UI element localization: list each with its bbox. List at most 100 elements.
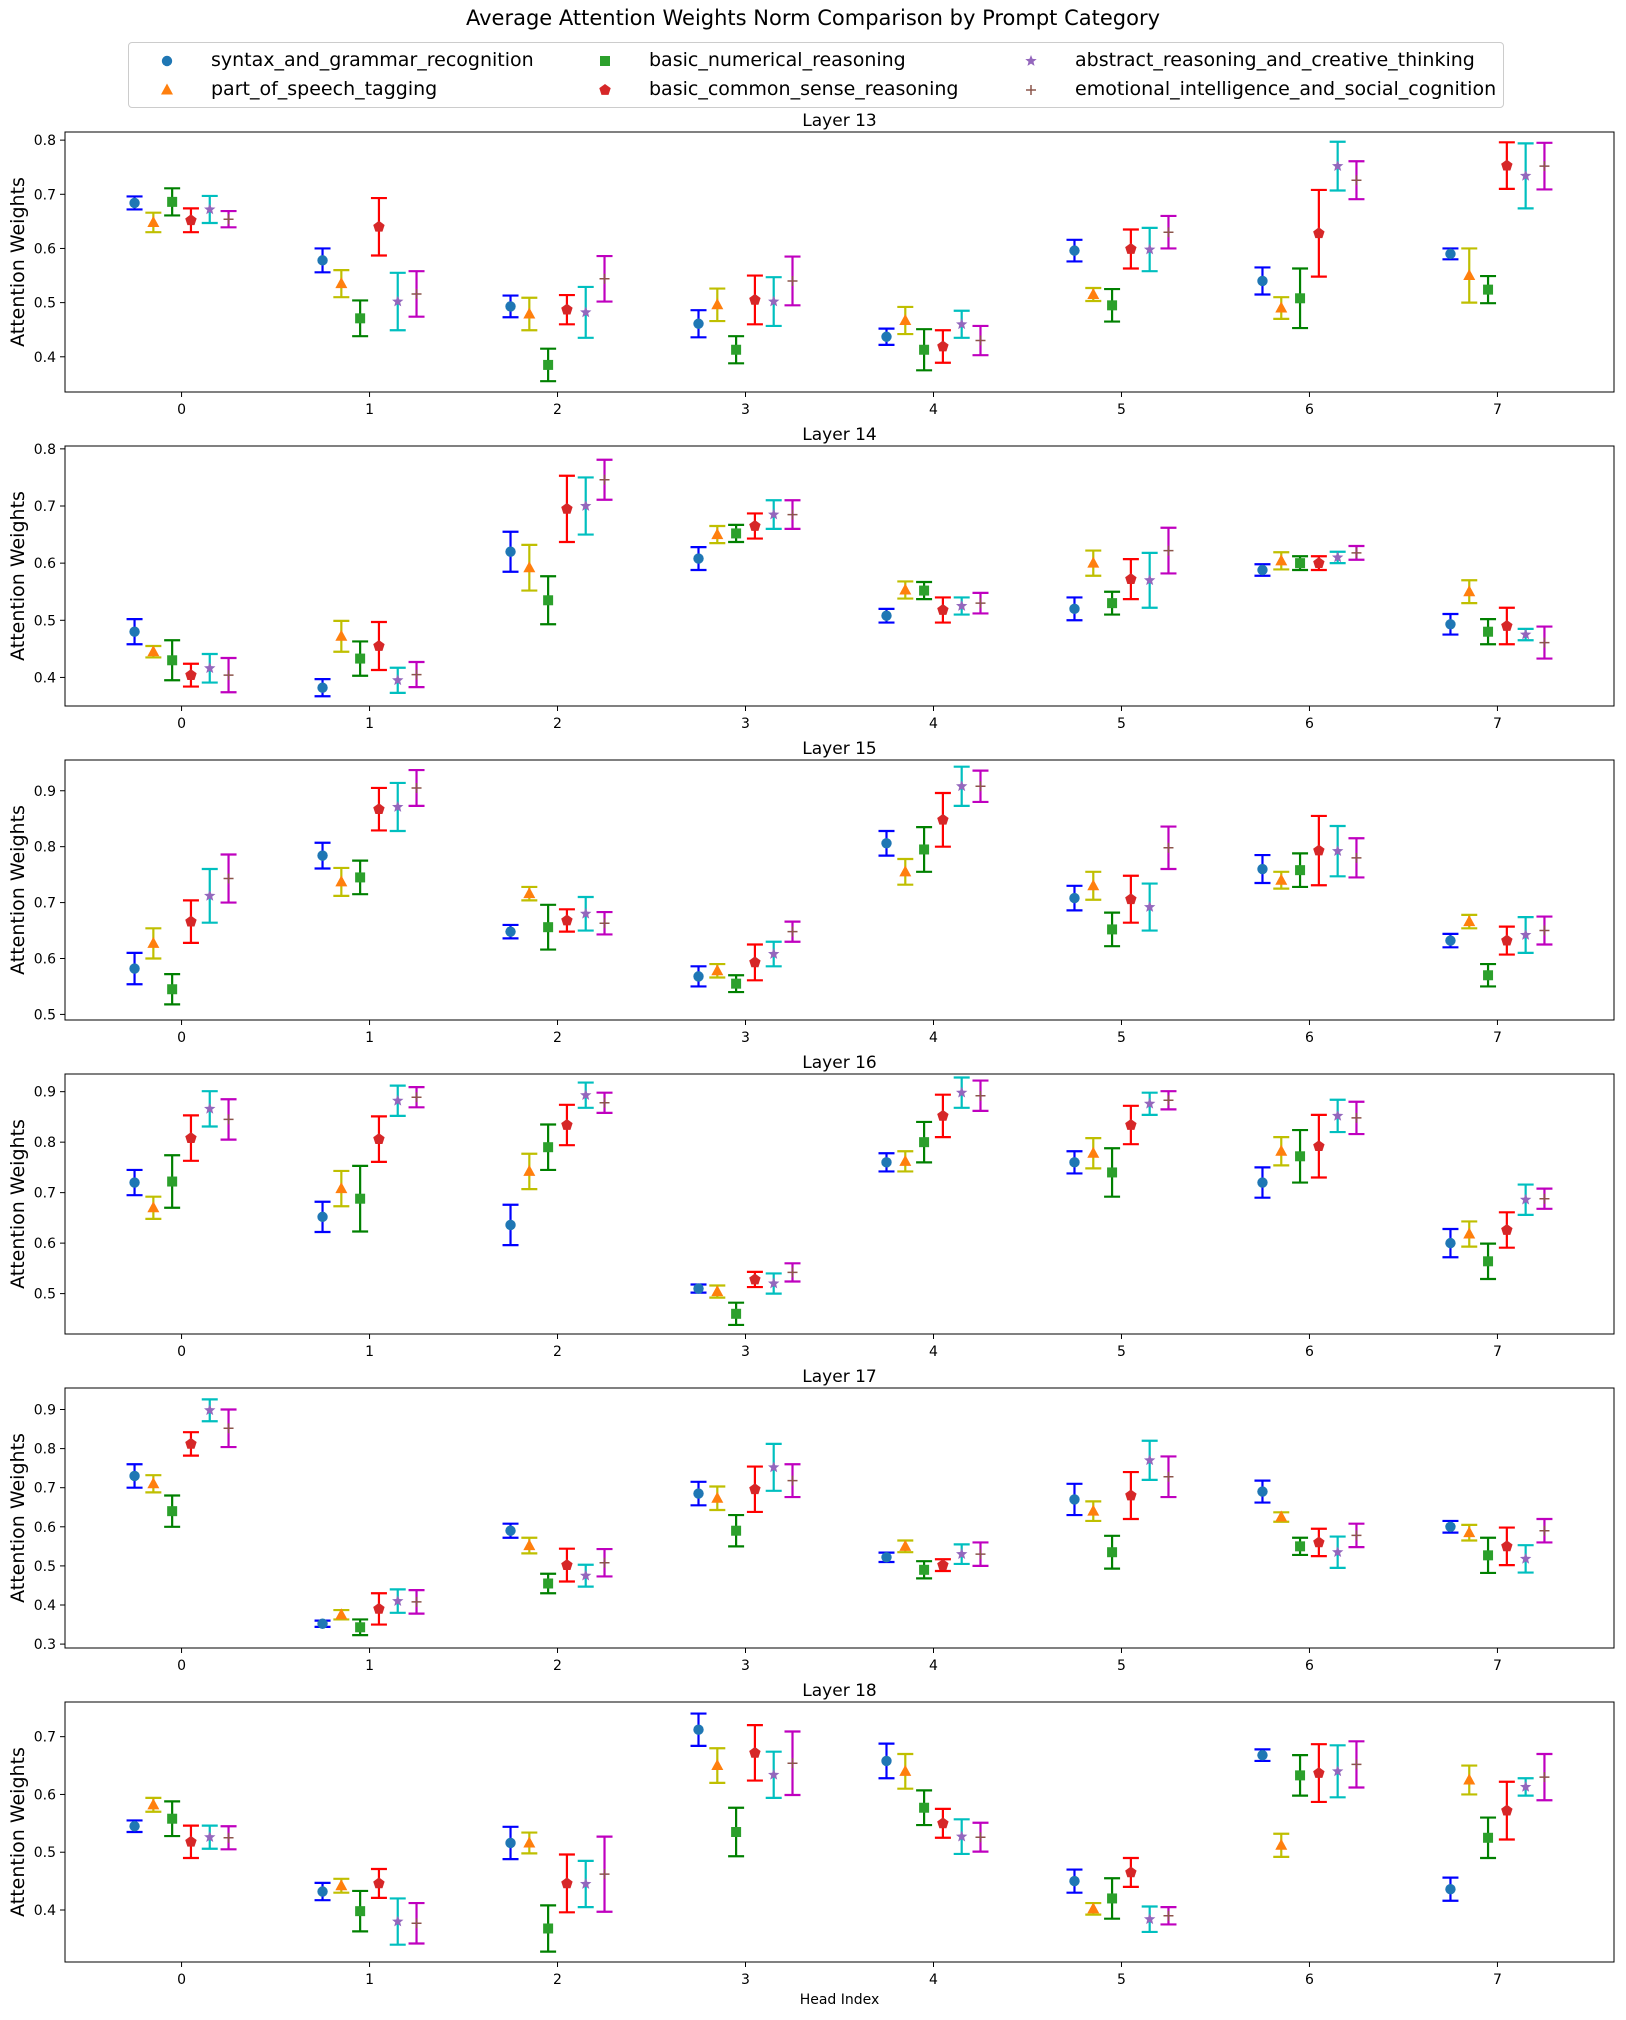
data-point <box>1143 574 1156 586</box>
data-point <box>1163 1095 1174 1106</box>
data-point <box>599 474 610 485</box>
data-point <box>1501 620 1513 631</box>
data-point <box>147 1477 160 1489</box>
data-point <box>1257 863 1268 875</box>
data-point <box>1163 227 1174 238</box>
data-point <box>1539 1772 1550 1783</box>
y-axis-label: Attention Weights <box>7 1747 29 1917</box>
data-point <box>543 1923 554 1934</box>
x-tick-label: 5 <box>1117 1344 1126 1360</box>
data-point <box>505 1525 516 1536</box>
y-tick-label: 0.4 <box>34 1598 56 1614</box>
data-point <box>881 610 892 621</box>
data-point <box>580 907 592 919</box>
data-point <box>768 295 780 307</box>
data-point <box>881 331 892 342</box>
data-point <box>731 978 742 989</box>
data-point <box>317 1618 328 1629</box>
data-point <box>523 1164 536 1176</box>
data-point <box>749 520 761 531</box>
data-point <box>1463 585 1476 597</box>
data-point <box>129 626 140 637</box>
data-point <box>1069 245 1080 256</box>
data-point <box>1125 243 1137 254</box>
data-point <box>411 782 422 793</box>
data-point <box>1087 879 1100 891</box>
data-point <box>975 598 986 609</box>
data-point <box>204 203 216 215</box>
data-point <box>1143 1913 1156 1925</box>
data-point <box>787 1267 798 1278</box>
data-point <box>881 838 892 849</box>
data-point <box>561 1877 573 1889</box>
data-point <box>1107 300 1118 311</box>
data-point <box>580 1089 592 1101</box>
data-point <box>223 1114 234 1125</box>
data-point <box>955 1548 968 1560</box>
data-point <box>975 335 986 346</box>
data-point <box>711 964 724 976</box>
data-point <box>147 215 160 227</box>
data-point <box>1143 243 1156 255</box>
data-point <box>411 669 422 680</box>
y-axis-label: Attention Weights <box>7 805 29 975</box>
x-tick-label: 4 <box>929 402 938 418</box>
data-point <box>955 318 968 330</box>
x-tick-label: 4 <box>929 1030 938 1046</box>
y-tick-label: 0.7 <box>34 1730 56 1746</box>
data-point <box>1519 628 1532 640</box>
data-point <box>523 307 536 319</box>
x-tick-label: 2 <box>553 1972 562 1988</box>
panel-frame <box>64 1073 1615 1335</box>
data-point <box>1539 1525 1550 1536</box>
x-tick-label: 6 <box>1305 1344 1314 1360</box>
data-point <box>167 984 178 995</box>
data-point <box>1331 160 1344 171</box>
data-point <box>1331 845 1344 856</box>
data-point <box>204 889 216 901</box>
data-point <box>1107 1893 1118 1904</box>
data-point <box>1275 1510 1288 1522</box>
data-point <box>1483 1256 1494 1267</box>
x-tick-label: 6 <box>1305 1030 1314 1046</box>
panel-layer-3: Layer 16 0.5 0.6 0.7 0.8 0.9 0 1 2 3 4 5 6 7 Attention… <box>7 1053 1615 1360</box>
data-point <box>561 303 573 315</box>
data-point <box>523 887 536 899</box>
data-point <box>167 1813 178 1824</box>
data-point <box>1275 554 1288 566</box>
data-point <box>1143 1097 1156 1109</box>
legend-label: emotional_intelligence_and_social_cognit… <box>1075 78 1497 100</box>
data-point <box>373 1877 385 1889</box>
x-tick-label: 1 <box>365 1344 374 1360</box>
data-point <box>1331 1546 1344 1558</box>
x-tick-label: 4 <box>929 1344 938 1360</box>
data-point <box>355 313 366 324</box>
data-point <box>1483 284 1494 295</box>
data-point <box>411 1596 422 1607</box>
data-point <box>1257 1177 1268 1188</box>
data-point <box>355 653 366 664</box>
x-tick-label: 1 <box>365 402 374 418</box>
x-tick-label: 3 <box>741 1972 750 1988</box>
data-point <box>919 1564 930 1575</box>
x-tick-label: 1 <box>365 1030 374 1046</box>
y-tick-label: 0.6 <box>34 1787 56 1803</box>
data-point <box>505 546 516 557</box>
x-tick-label: 3 <box>741 1344 750 1360</box>
data-point <box>1313 844 1325 856</box>
data-point <box>1257 1486 1268 1497</box>
y-tick-label: 0.5 <box>34 296 56 312</box>
y-axis-label: Attention Weights <box>7 1119 29 1289</box>
x-tick-label: 4 <box>929 716 938 732</box>
data-point <box>1257 275 1268 287</box>
data-point <box>749 1746 761 1758</box>
data-point <box>1125 893 1137 905</box>
data-point <box>1463 1773 1476 1785</box>
data-point <box>561 914 573 926</box>
data-point <box>1069 603 1080 615</box>
data-point <box>937 340 949 352</box>
y-tick-label: 0.8 <box>34 133 56 149</box>
x-tick-label: 5 <box>1117 402 1126 418</box>
data-point <box>731 528 742 539</box>
y-tick-label: 0.6 <box>34 1520 56 1536</box>
